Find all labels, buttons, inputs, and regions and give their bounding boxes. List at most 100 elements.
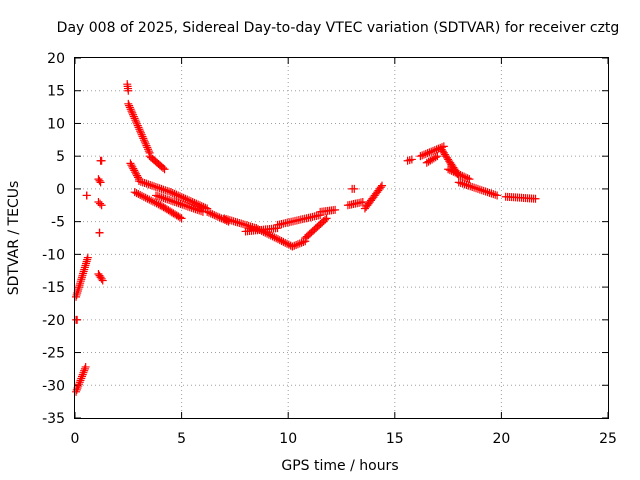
data-point [159, 163, 168, 172]
data-point [133, 171, 142, 180]
data-point [199, 202, 208, 211]
data-point [77, 374, 86, 383]
data-point [403, 156, 412, 165]
data-point [138, 178, 147, 187]
data-point [279, 237, 288, 246]
data-point [137, 130, 146, 139]
data-point [147, 196, 156, 205]
data-point [132, 169, 141, 178]
y-tick-label: 15 [47, 84, 65, 100]
data-point [136, 190, 145, 199]
data-point [128, 162, 137, 171]
data-point [138, 191, 147, 200]
data-point [376, 183, 385, 192]
y-tick-label: 20 [47, 51, 65, 67]
data-point [193, 205, 202, 214]
data-point [145, 195, 154, 204]
y-tick-label: 5 [56, 149, 65, 165]
data-point [133, 121, 142, 130]
data-point [463, 174, 472, 183]
data-point [290, 241, 299, 250]
tick-layer [74, 57, 609, 419]
data-point [77, 372, 86, 381]
data-point [96, 178, 105, 187]
data-point [460, 172, 469, 181]
data-point [210, 211, 219, 220]
data-point [161, 204, 170, 213]
data-point [176, 192, 185, 201]
data-point [468, 182, 477, 191]
data-point [75, 380, 84, 389]
data-point [185, 196, 194, 205]
data-point [416, 152, 425, 161]
data-point [190, 198, 199, 207]
data-point [191, 205, 200, 214]
data-point [165, 196, 174, 205]
data-point [75, 378, 84, 387]
data-point [189, 204, 198, 213]
data-point [126, 159, 135, 168]
data-point [144, 180, 153, 189]
data-point [485, 188, 494, 197]
data-point [163, 186, 172, 195]
data-point [141, 139, 150, 148]
data-point [182, 201, 191, 210]
data-point [183, 195, 192, 204]
data-point [132, 119, 141, 128]
data-point [157, 193, 166, 202]
data-point [169, 209, 178, 218]
data-point [161, 186, 170, 195]
data-point [136, 128, 145, 137]
data-points [72, 80, 540, 396]
data-point [465, 175, 474, 184]
data-point [146, 180, 155, 189]
data-point [430, 146, 439, 155]
data-point [470, 183, 479, 192]
data-point [213, 212, 222, 221]
data-point [176, 199, 185, 208]
data-point [449, 167, 458, 176]
data-point [130, 166, 139, 175]
data-point [418, 151, 427, 160]
data-point [170, 198, 179, 206]
data-point [136, 127, 145, 136]
data-point [322, 214, 331, 223]
data-point [129, 164, 138, 173]
data-point [82, 191, 91, 200]
data-point [167, 208, 176, 217]
data-point [162, 205, 171, 214]
data-point [297, 238, 306, 247]
data-point [159, 203, 168, 212]
y-tick-label: -10 [42, 247, 65, 263]
data-point [472, 184, 481, 193]
data-point [72, 387, 81, 396]
data-point [264, 230, 273, 239]
data-point [144, 145, 153, 154]
data-point [74, 382, 83, 391]
data-point [178, 200, 187, 209]
data-point [140, 138, 149, 146]
data-point [477, 186, 486, 195]
data-point [197, 207, 206, 216]
data-point [159, 194, 168, 203]
data-point [179, 193, 188, 202]
x-tick-label: 5 [177, 431, 186, 447]
data-point [129, 112, 138, 121]
data-point [80, 366, 89, 375]
data-point [378, 181, 387, 190]
data-point [168, 189, 177, 197]
data-point [139, 192, 148, 201]
data-point [208, 210, 217, 219]
data-point [273, 235, 282, 244]
data-point [97, 156, 106, 165]
data-point [157, 184, 166, 193]
data-point [124, 86, 133, 95]
data-point [183, 202, 192, 211]
data-point [172, 190, 181, 199]
data-point [140, 136, 149, 145]
data-point [491, 190, 500, 199]
data-point [299, 238, 308, 247]
data-point [215, 213, 224, 222]
data-point [321, 215, 330, 224]
